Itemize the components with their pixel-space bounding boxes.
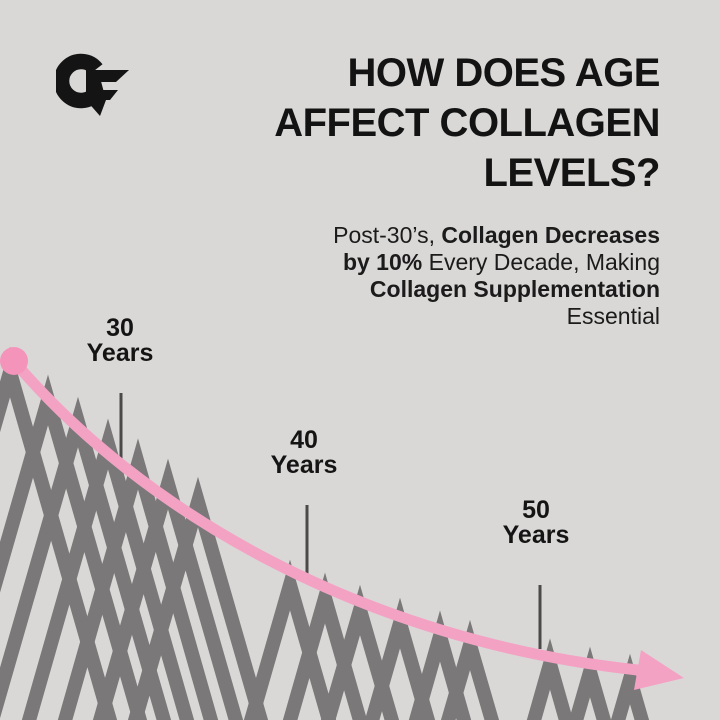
marker-value: 30	[106, 314, 134, 342]
trend-curve	[8, 356, 639, 676]
title-line-1: HOW DOES AGE	[347, 51, 660, 95]
subtitle-text: Every Decade, Making	[428, 249, 660, 275]
marker-unit: Years	[270, 451, 338, 479]
fiber-bundle-40-years	[243, 559, 500, 720]
marker-value: 50	[522, 496, 550, 524]
fiber-bundles	[0, 346, 650, 720]
subtitle-text-bold: Collagen Decreases	[441, 222, 660, 248]
logo-letter-f	[86, 70, 129, 116]
subtitle-line-2: by 10% Every Decade, Making	[220, 249, 660, 276]
subtitle: Post-30’s, Collagen Decreases by 10% Eve…	[220, 222, 660, 330]
subtitle-line-3: Collagen Supplementation	[220, 276, 660, 303]
marker-label-40-years: 40 Years	[224, 428, 384, 478]
page-title: HOW DOES AGE AFFECT COLLAGEN LEVELS?	[190, 48, 660, 198]
title-line-3: LEVELS?	[483, 151, 660, 195]
fiber-bundle-30-years	[0, 346, 269, 720]
subtitle-text-bold: Collagen Supplementation	[369, 276, 660, 302]
title-line-2: AFFECT COLLAGEN	[274, 101, 660, 145]
subtitle-line-4: Essential	[220, 303, 660, 330]
marker-unit: Years	[502, 521, 570, 549]
fiber-bundle-50-years	[526, 638, 650, 720]
marker-unit: Years	[86, 339, 154, 367]
subtitle-text: Post-30’s,	[333, 222, 442, 248]
cf-logo	[56, 53, 129, 116]
trend-arrowhead-icon	[634, 650, 684, 690]
marker-label-30-years: 30 Years	[40, 316, 200, 366]
logo-letter-c	[56, 53, 103, 109]
subtitle-line-1: Post-30’s, Collagen Decreases	[220, 222, 660, 249]
subtitle-text: Essential	[566, 303, 660, 329]
marker-label-50-years: 50 Years	[456, 498, 616, 548]
subtitle-text-bold: by 10%	[342, 249, 429, 275]
marker-lines	[119, 393, 542, 649]
marker-value: 40	[290, 426, 318, 454]
trend-start-dot	[0, 347, 28, 375]
